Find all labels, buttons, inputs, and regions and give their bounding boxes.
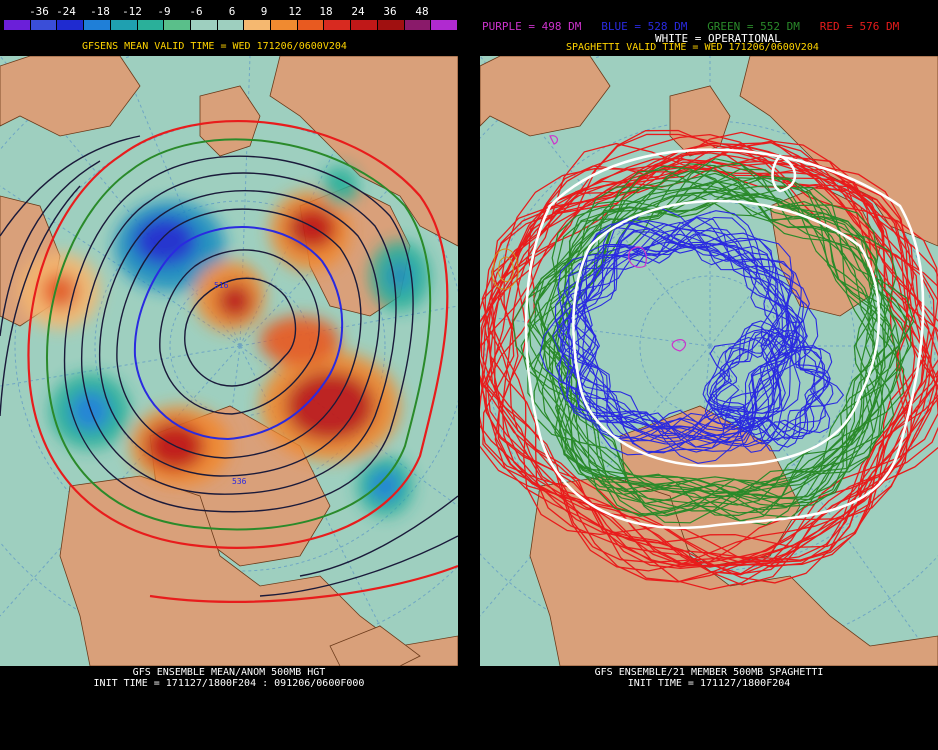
colorbar-swatch [30,20,58,30]
left-footer-line2: INIT TIME = 171127/1800F204 : 091206/060… [93,678,365,689]
spaghetti-line [480,157,919,565]
colorbar-tick: 18 [319,5,333,18]
left-footer-line1: GFS ENSEMBLE MEAN/ANOM 500MB HGT [132,667,326,678]
colorbar [4,20,458,30]
colorbar-swatch [190,20,218,30]
colorbar-swatch [297,20,325,30]
spaghetti-line [557,233,794,453]
legend-blue: BLUE = 528 DM [601,20,688,33]
spaghetti-line [487,149,913,563]
spaghetti-line [533,163,896,498]
spaghetti-legend: PURPLE = 498 DM BLUE = 528 DM GREEN = 55… [482,20,899,33]
colorbar-tick: 9 [260,5,268,18]
colorbar-swatch [324,20,352,30]
spaghetti-line [532,195,890,522]
colorbar-swatch [137,20,165,30]
operational-contours [524,148,925,530]
colorbar-tick: -18 [90,5,110,18]
ensemble-mean-map: 516 536 [0,56,458,666]
legend-red: RED = 576 DM [819,20,900,33]
right-footer-line1: GFS ENSEMBLE/21 MEMBER 500MB SPAGHETTI [594,667,824,678]
spaghetti-line [566,233,800,449]
colorbar-tick: 12 [288,5,302,18]
colorbar-tick: 24 [351,5,365,18]
colorbar-swatch [404,20,432,30]
spaghetti-line [560,228,800,444]
spaghetti-line [528,175,902,517]
colorbar-swatch [4,20,31,30]
colorbar-swatch [271,20,298,30]
spaghetti-contours [480,129,938,591]
spaghetti-line [480,133,938,584]
spaghetti-line [561,227,779,444]
colorbar-tick: 36 [383,5,397,18]
spaghetti-line [708,330,826,433]
colorbar-tick: -9 [157,5,171,18]
height-contours [0,120,458,603]
land-masses [0,56,458,666]
spaghetti-line [709,327,831,445]
colorbar-swatch [110,20,138,30]
colorbar-tick: -24 [56,5,76,18]
colorbar-swatch [431,20,458,30]
left-panel-title: GFSENS MEAN VALID TIME = WED 171206/0600… [82,41,347,52]
colorbar-tick: 6 [228,5,236,18]
spaghetti-line [713,337,822,439]
spaghetti-line [702,329,833,453]
colorbar-swatch [164,20,191,30]
spaghetti-line [485,144,935,568]
spaghetti-line [711,331,829,441]
colorbar-swatch [84,20,111,30]
spaghetti-line [540,186,895,516]
spaghetti-map [480,56,938,666]
spaghetti-line [481,152,925,567]
spaghetti-line [554,216,801,445]
colorbar-swatch [351,20,378,30]
spaghetti-line [497,157,916,549]
colorbar-tick-labels: -36 -24 -18 -12 -9 -6 6 9 12 18 24 36 48 [4,5,458,19]
colorbar-swatch [377,20,405,30]
spaghetti-line [558,208,802,464]
spaghetti-line [704,320,834,436]
spaghetti-line [706,329,826,442]
colorbar-tick: 48 [415,5,429,18]
right-footer-line2: INIT TIME = 171127/1800F204 [627,678,791,689]
colorbar-swatch [57,20,85,30]
contour-label: 516 [214,281,229,290]
purple-contours [549,135,687,352]
legend-purple: PURPLE = 498 DM [482,20,582,33]
spaghetti-line [566,220,797,435]
legend-white: WHITE = OPERATIONAL [655,32,781,45]
spaghetti-line [563,216,798,443]
spaghetti-line [488,150,938,568]
right-panel-title: SPAGHETTI VALID TIME = WED 171206/0600V2… [566,42,819,53]
spaghetti-line [539,210,789,448]
spaghetti-line [567,222,819,456]
colorbar-tick: -36 [29,5,49,18]
spaghetti-line [537,199,897,514]
colorbar-swatch [244,20,272,30]
spaghetti-line [526,158,915,518]
orange-contours [491,248,519,290]
colorbar-tick: -12 [122,5,142,18]
colorbar-swatch [217,20,245,30]
colorbar-tick: -6 [189,5,203,18]
legend-green: GREEN = 552 DM [707,20,800,33]
anomaly-shading [20,166,430,516]
contour-label: 536 [232,477,247,486]
